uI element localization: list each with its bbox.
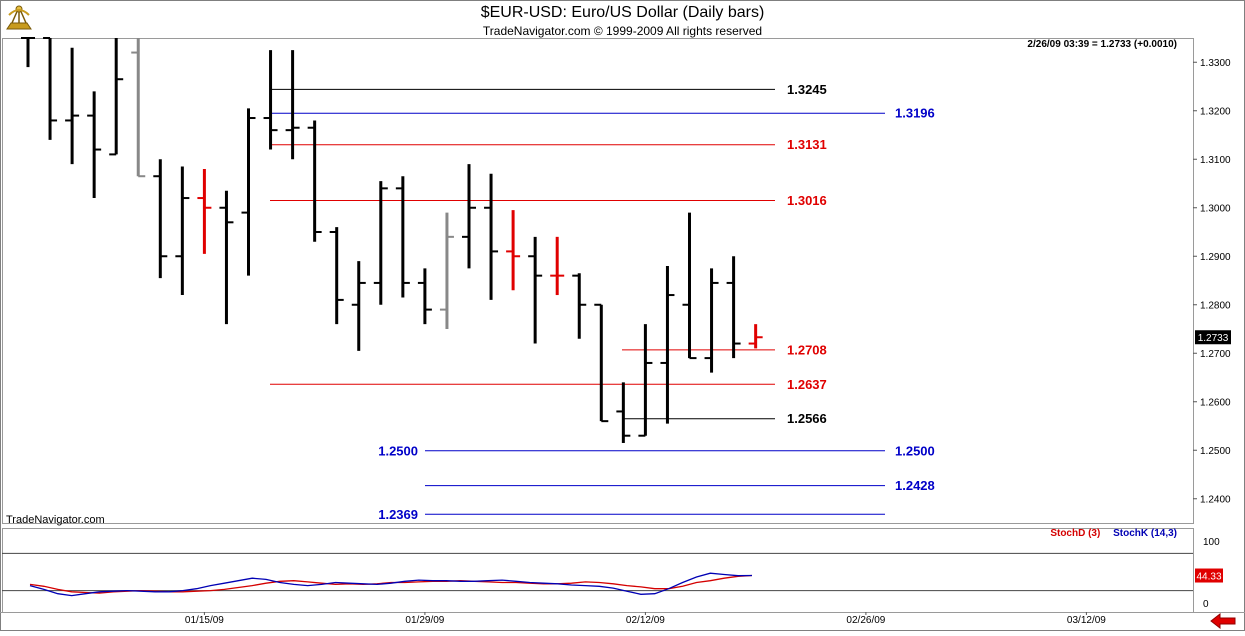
price-tick-label: 1.2700: [1200, 349, 1231, 360]
stoch-series-line: [29, 572, 753, 597]
price-tick-label: 1.2900: [1200, 252, 1231, 263]
stoch-value-tag: [1195, 568, 1223, 583]
chart-title: $EUR-USD: Euro/US Dollar (Daily bars): [480, 4, 765, 21]
level-label: 1.3016: [787, 193, 827, 208]
legend-stoch-k: StochK (14,3): [1113, 528, 1177, 539]
red-left-arrow-icon[interactable]: [1209, 612, 1237, 630]
indicator-panel-frame: [2, 528, 1194, 613]
sextant-logo-icon: [3, 3, 35, 35]
level-label: 1.2500: [895, 443, 935, 458]
brand-watermark: TradeNavigator.com: [6, 514, 105, 526]
indicator-tick-label: 0: [1203, 599, 1209, 610]
level-label: 1.2637: [787, 377, 827, 392]
date-tick-label: 01/15/09: [185, 615, 224, 626]
price-tick-label: 1.2600: [1200, 397, 1231, 408]
last-quote: 2/26/09 03:39 = 1.2733 (+0.0010): [1027, 39, 1177, 50]
level-label: 1.2566: [787, 411, 827, 426]
price-tick-label: 1.2800: [1200, 300, 1231, 311]
date-tick-label: 02/26/09: [846, 615, 885, 626]
last-price-tag: [1195, 330, 1231, 345]
legend-stoch-d: StochD (3): [1050, 528, 1101, 539]
date-tick-label: 01/29/09: [405, 615, 444, 626]
price-tick-label: 1.3100: [1200, 155, 1231, 166]
last-price-value: 1.2733: [1198, 333, 1229, 344]
date-tick-label: 03/12/09: [1067, 615, 1106, 626]
level-label: 1.3245: [787, 82, 827, 97]
price-tick-label: 1.3300: [1200, 58, 1231, 69]
price-panel-frame: [2, 38, 1194, 524]
indicator-legend: StochD (3) StochK (14,3): [1050, 528, 1177, 539]
price-tick-label: 1.2500: [1200, 446, 1231, 457]
level-label: 1.3131: [787, 137, 827, 152]
level-label: 1.3196: [895, 106, 935, 121]
chart-subtitle: TradeNavigator.com © 1999-2009 All right…: [482, 24, 763, 38]
stoch-value-label: 44.33: [1196, 572, 1221, 583]
level-label: 1.2708: [787, 342, 827, 357]
price-tick-label: 1.3000: [1200, 203, 1231, 214]
date-tick-label: 02/12/09: [626, 615, 665, 626]
indicator-tick-label: 100: [1203, 537, 1220, 548]
level-label: 1.2428: [895, 478, 935, 493]
level-left-label: 1.2500: [378, 443, 418, 458]
price-tick-label: 1.2400: [1200, 494, 1231, 505]
price-tick-label: 1.3200: [1200, 106, 1231, 117]
level-left-label: 1.2369: [378, 507, 418, 522]
